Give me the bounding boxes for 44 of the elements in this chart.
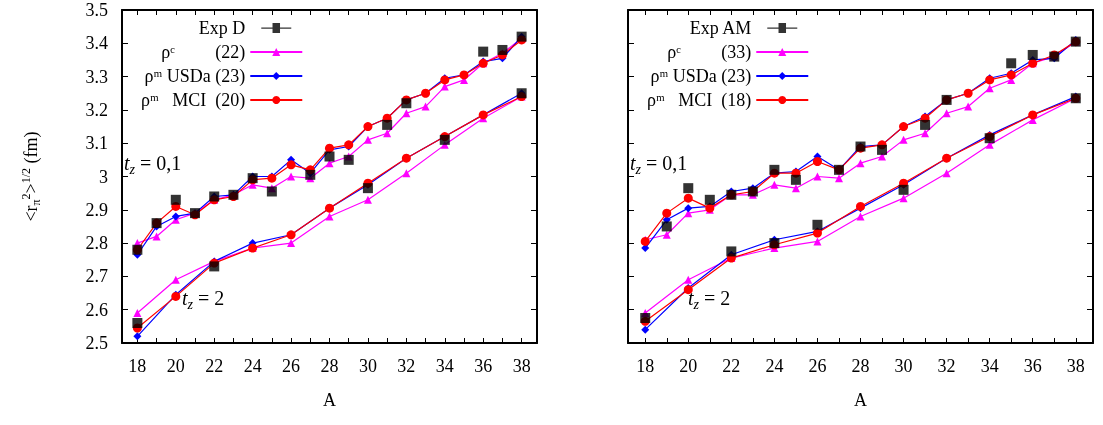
- x-tick-label: 18: [636, 356, 655, 376]
- legend-label: ρᶜ (33): [667, 42, 752, 63]
- x-tick-label: 18: [128, 356, 147, 376]
- legend-label: ρᶜ (22): [161, 42, 246, 63]
- x-tick-label: 28: [320, 356, 339, 376]
- x-axis-title: A: [854, 390, 867, 410]
- x-tick-label: 24: [765, 356, 784, 376]
- y-tick-label: 3.5: [85, 0, 108, 20]
- x-tick-label: 32: [397, 356, 416, 376]
- x-tick-label: 36: [474, 356, 493, 376]
- x-tick-label: 30: [894, 356, 913, 376]
- legend-label: Exp AM: [689, 18, 752, 38]
- y-tick-label: 2.6: [85, 299, 108, 320]
- legend-label: ρᵐ MCI (20): [140, 90, 246, 111]
- x-tick-label: 34: [435, 356, 454, 376]
- x-tick-label: 30: [358, 356, 377, 376]
- x-tick-label: 36: [1023, 356, 1042, 376]
- x-tick-label: 38: [512, 356, 531, 376]
- legend-label: ρᵐ USDa (23): [144, 66, 246, 87]
- y-tick-label: 3.2: [85, 99, 108, 120]
- y-tick-label: 2.7: [85, 266, 108, 287]
- y-tick-label: 3.4: [85, 33, 108, 54]
- y-tick-label: 2.9: [85, 199, 108, 220]
- x-tick-label: 24: [243, 356, 262, 376]
- y-tick-label: 3: [99, 166, 108, 187]
- x-tick-label: 26: [282, 356, 301, 376]
- x-tick-label: 22: [205, 356, 224, 376]
- x-tick-label: 32: [937, 356, 956, 376]
- y-tick-label: 2.8: [85, 233, 108, 254]
- x-tick-label: 38: [1066, 356, 1085, 376]
- x-tick-label: 20: [679, 356, 698, 376]
- y-axis-title: <rπ2>1/2 (fm): [19, 131, 43, 222]
- legend-label: ρᵐ MCI (18): [646, 90, 752, 111]
- x-tick-label: 28: [851, 356, 870, 376]
- x-axis-title: A: [323, 390, 336, 410]
- x-tick-label: 26: [808, 356, 827, 376]
- x-tick-label: 34: [980, 356, 999, 376]
- legend-label: ρᵐ USDa (23): [650, 66, 752, 87]
- legend-label: Exp D: [198, 18, 246, 38]
- y-tick-label: 3.3: [85, 66, 108, 87]
- x-tick-label: 22: [722, 356, 741, 376]
- y-tick-label: 3.1: [85, 133, 108, 154]
- y-tick-label: 2.5: [85, 333, 108, 353]
- x-tick-label: 20: [166, 356, 185, 376]
